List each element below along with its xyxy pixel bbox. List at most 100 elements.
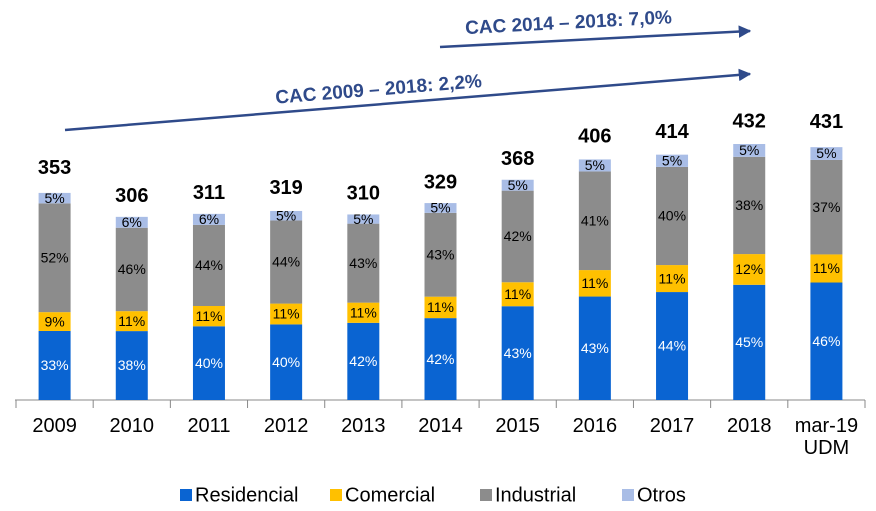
data-label: 40% xyxy=(658,208,686,224)
bar-segment xyxy=(733,144,766,157)
data-label: 11% xyxy=(813,260,840,276)
bar-segment xyxy=(578,159,611,172)
total-label: 406 xyxy=(578,126,611,148)
bar-segment xyxy=(192,224,225,307)
bar-segment xyxy=(115,331,148,400)
x-tick-label: 2010 xyxy=(109,415,155,437)
data-label: 11% xyxy=(427,299,454,315)
bar-segment xyxy=(656,166,689,266)
bar-segment xyxy=(192,213,225,225)
data-label: 11% xyxy=(350,304,377,320)
total-label: 368 xyxy=(501,148,534,170)
bar-segment xyxy=(501,190,534,283)
bar-segment xyxy=(270,303,303,325)
data-label: 11% xyxy=(581,275,608,291)
bar-segment xyxy=(347,302,380,323)
bar-segment xyxy=(38,330,71,400)
bar-segment xyxy=(192,306,225,327)
x-tick-label: 2017 xyxy=(649,415,695,437)
bar-segment xyxy=(810,282,843,400)
trend-arrow xyxy=(439,25,752,49)
data-label: 46% xyxy=(118,261,146,277)
x-tick-label: mar-19 UDM xyxy=(794,415,859,459)
bar-segment xyxy=(347,223,380,303)
data-label: 5% xyxy=(276,207,296,223)
bar-segment xyxy=(578,171,611,271)
legend-label: Residencial xyxy=(195,484,298,506)
data-label: 11% xyxy=(195,308,222,324)
data-label: 38% xyxy=(118,357,146,373)
annotation: CAC 2014 – 2018: 7,0% xyxy=(465,7,673,39)
bar-segment xyxy=(38,192,71,204)
data-label: 42% xyxy=(426,351,454,367)
data-label: 43% xyxy=(581,340,609,356)
data-label: 6% xyxy=(199,211,219,227)
bar-segment xyxy=(270,220,303,304)
legend-label: Industrial xyxy=(495,484,576,506)
bar-segment xyxy=(347,214,380,224)
bar-segment xyxy=(810,147,843,160)
data-label: 44% xyxy=(195,257,223,273)
bar-segment xyxy=(424,318,457,400)
total-label: 432 xyxy=(733,110,766,132)
bar-segment xyxy=(810,254,843,283)
data-label: 43% xyxy=(426,246,454,262)
bar-segment xyxy=(578,270,611,297)
total-label: 414 xyxy=(655,121,689,143)
bar-segment xyxy=(501,179,534,191)
total-label: 306 xyxy=(115,185,148,207)
x-tick-label: 2009 xyxy=(32,415,77,437)
total-label: 319 xyxy=(269,177,302,199)
x-tick-label: 2018 xyxy=(726,415,772,437)
legend-label: Comercial xyxy=(345,484,435,506)
bar-segment xyxy=(578,296,611,400)
data-label: 40% xyxy=(272,354,300,370)
total-label: 311 xyxy=(193,182,225,204)
x-tick-label: 2013 xyxy=(341,415,386,437)
bar-segment xyxy=(424,212,457,297)
data-label: 5% xyxy=(430,200,450,216)
bar-segment xyxy=(501,306,534,400)
data-label: 43% xyxy=(504,345,532,361)
legend-swatch xyxy=(330,489,342,501)
bar-segment xyxy=(115,227,148,312)
data-label: 38% xyxy=(735,197,763,213)
bar-segment xyxy=(733,254,766,285)
data-label: 46% xyxy=(812,333,840,349)
total-label: 310 xyxy=(347,183,380,205)
legend-swatch xyxy=(622,489,634,501)
bar-segment xyxy=(656,154,689,167)
data-label: 11% xyxy=(659,270,686,286)
bar-segment xyxy=(656,292,689,400)
bar-segment xyxy=(115,311,148,332)
legend-label: Otros xyxy=(637,484,686,506)
data-label: 44% xyxy=(658,338,686,354)
annotation: CAC 2009 – 2018: 2,2% xyxy=(275,71,483,109)
data-label: 5% xyxy=(508,177,528,193)
bar-segment xyxy=(38,203,71,313)
total-label: 431 xyxy=(810,111,843,133)
bar-segment xyxy=(733,284,766,400)
data-label: 5% xyxy=(353,211,373,227)
bar-segment xyxy=(38,312,71,331)
data-label: 6% xyxy=(122,214,142,230)
data-label: 5% xyxy=(44,190,64,206)
x-tick-label: 2012 xyxy=(263,415,309,437)
legend-swatch xyxy=(480,489,492,501)
bar-segment xyxy=(810,159,843,255)
data-label: 42% xyxy=(504,228,532,244)
legend-swatch xyxy=(180,489,192,501)
trend-arrow xyxy=(64,68,752,132)
bar-segment xyxy=(424,296,457,319)
data-label: 5% xyxy=(816,145,836,161)
bar-segment xyxy=(192,326,225,400)
data-label: 43% xyxy=(349,255,377,271)
x-tick-label: 2015 xyxy=(495,415,540,437)
bar-segment xyxy=(424,203,457,213)
data-label: 52% xyxy=(41,249,69,265)
data-label: 37% xyxy=(812,199,840,215)
total-label: 329 xyxy=(424,171,457,193)
total-label: 353 xyxy=(38,157,71,179)
data-label: 11% xyxy=(118,313,145,329)
